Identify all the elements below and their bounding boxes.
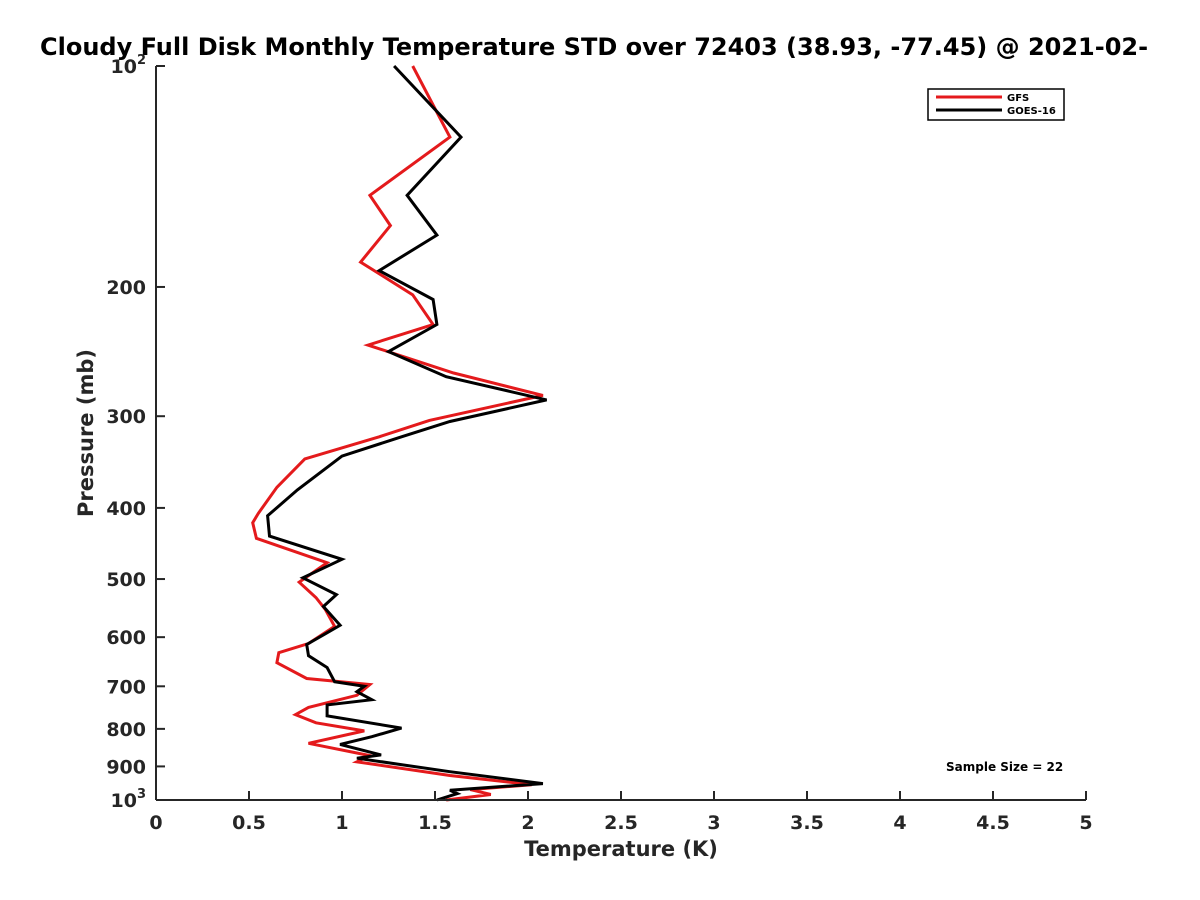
x-tick-label: 2 (521, 812, 534, 834)
series-layer (251, 64, 547, 802)
y-tick-label: 102 (111, 53, 147, 78)
y-tick-label: 103 (111, 787, 147, 812)
x-tick-label: 1.5 (418, 812, 452, 834)
x-ticks: 0 0.5 1 1.5 2 2.5 3 3.5 4 4.5 5 (149, 791, 1093, 834)
y-tick-label: 500 (106, 569, 146, 591)
x-tick-label: 4.5 (976, 812, 1010, 834)
y-axis-label: Pressure (mb) (74, 349, 98, 517)
x-tick-label: 4 (893, 812, 906, 834)
x-tick-label: 3.5 (790, 812, 824, 834)
x-axis-label: Temperature (K) (524, 837, 718, 861)
legend-label-goes16: GOES-16 (1007, 106, 1056, 117)
chart-title: Cloudy Full Disk Monthly Temperature STD… (40, 33, 1148, 61)
series-line-gfs (251, 65, 544, 802)
sample-size-annotation: Sample Size = 22 (946, 760, 1063, 774)
x-tick-label: 0.5 (232, 812, 266, 834)
x-tick-label: 1 (335, 812, 348, 834)
y-tick-label: 300 (106, 406, 146, 428)
axes (155, 66, 1086, 801)
x-tick-label: 0 (149, 812, 162, 834)
y-tick-label: 700 (106, 676, 146, 698)
y-tick-label: 200 (106, 277, 146, 299)
y-tick-label: 600 (106, 627, 146, 649)
x-tick-label: 5 (1079, 812, 1092, 834)
series-line-goes16 (266, 64, 547, 802)
y-tick-label: 900 (106, 756, 146, 778)
legend-label-gfs: GFS (1007, 93, 1029, 104)
x-tick-label: 3 (707, 812, 720, 834)
y-ticks: 102 200 300 400 500 600 700 800 900 103 (106, 53, 165, 812)
y-tick-label: 800 (106, 719, 146, 741)
y-tick-label: 400 (106, 498, 146, 520)
legend: GFS GOES-16 (927, 88, 1065, 121)
legend-box (927, 88, 1065, 121)
x-tick-label: 2.5 (604, 812, 638, 834)
